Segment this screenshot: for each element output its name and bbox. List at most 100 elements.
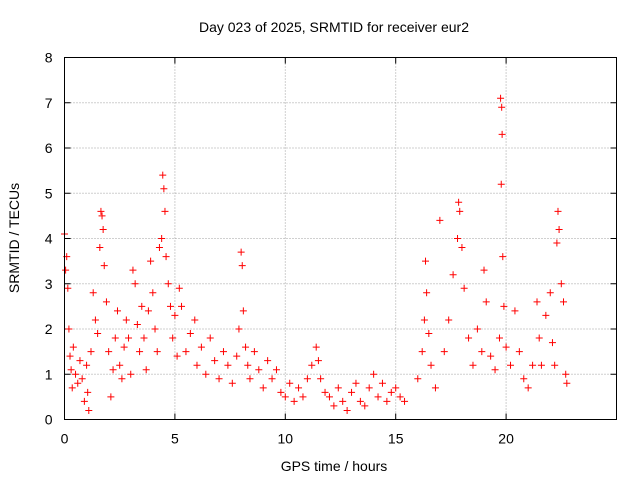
data-point	[312, 343, 320, 351]
data-point	[533, 298, 541, 306]
data-point	[365, 384, 373, 392]
data-point	[67, 366, 75, 374]
data-point	[511, 307, 519, 315]
data-point	[542, 311, 550, 319]
data-point	[178, 302, 186, 310]
data-point	[164, 280, 172, 288]
data-point	[268, 375, 276, 383]
tick-labels: 0 5 10 15 20 0 1 2 3 4 5 6 7 8	[45, 50, 514, 447]
data-point	[290, 397, 298, 405]
y-tick-label: 8	[45, 50, 53, 66]
data-point	[339, 397, 347, 405]
data-point	[142, 366, 150, 374]
data-point	[502, 343, 510, 351]
data-point	[491, 366, 499, 374]
data-point	[228, 379, 236, 387]
data-point	[299, 393, 307, 401]
data-point	[99, 225, 107, 233]
data-point	[418, 348, 426, 356]
data-point	[498, 130, 506, 138]
data-point	[125, 334, 133, 342]
data-point	[237, 248, 245, 256]
data-point	[147, 257, 155, 265]
plot-frame	[64, 57, 617, 420]
data-point	[233, 352, 241, 360]
data-point	[482, 298, 490, 306]
x-tick-label: 0	[61, 431, 69, 447]
data-point	[69, 343, 77, 351]
data-point	[325, 393, 333, 401]
y-tick-label: 5	[45, 185, 53, 201]
data-point	[211, 357, 219, 365]
y-tick-label: 4	[45, 231, 53, 247]
data-point	[224, 361, 232, 369]
data-point	[478, 348, 486, 356]
data-point	[423, 289, 431, 297]
data-point	[356, 397, 364, 405]
data-point	[140, 334, 148, 342]
data-point	[455, 198, 463, 206]
y-axis-title: SRMTID / TECUs	[6, 183, 22, 293]
data-point	[352, 379, 360, 387]
data-point	[449, 271, 457, 279]
data-point	[96, 244, 104, 252]
data-point	[182, 348, 190, 356]
data-point	[529, 361, 537, 369]
x-tick-label: 10	[278, 431, 294, 447]
data-point	[469, 361, 477, 369]
y-tick-label: 0	[45, 412, 53, 428]
data-point	[169, 334, 177, 342]
data-point	[537, 361, 545, 369]
data-point	[62, 266, 70, 274]
data-point	[495, 334, 503, 342]
data-point	[497, 94, 505, 102]
data-point	[186, 330, 194, 338]
data-point	[431, 384, 439, 392]
data-point	[84, 388, 92, 396]
data-point	[239, 307, 247, 315]
data-point	[193, 361, 201, 369]
data-point	[66, 352, 74, 360]
data-point	[242, 343, 250, 351]
data-point	[116, 361, 124, 369]
x-tick-label: 5	[171, 431, 179, 447]
data-point	[487, 352, 495, 360]
data-point	[473, 325, 481, 333]
data-point	[158, 235, 166, 242]
data-point	[133, 320, 141, 328]
data-point	[68, 384, 76, 392]
data-point	[374, 393, 382, 401]
data-point	[191, 316, 199, 324]
data-point	[303, 375, 311, 383]
data-point	[500, 302, 508, 310]
data-point	[109, 366, 117, 374]
data-point	[330, 402, 338, 410]
data-point	[255, 366, 263, 374]
data-point	[136, 348, 144, 356]
y-tick-label: 7	[45, 95, 53, 111]
data-point	[259, 384, 267, 392]
data-point	[65, 325, 73, 333]
data-point	[553, 239, 561, 247]
y-tick-label: 6	[45, 140, 53, 156]
data-point	[535, 334, 543, 342]
data-point	[334, 384, 342, 392]
data-point	[64, 284, 72, 292]
data-point	[321, 388, 329, 396]
data-point	[235, 325, 243, 333]
data-point	[425, 330, 433, 338]
data-point	[72, 370, 80, 378]
data-point	[155, 244, 163, 252]
data-point	[246, 375, 254, 383]
x-tick-label: 15	[388, 431, 404, 447]
data-point	[392, 384, 400, 392]
data-point	[105, 348, 113, 356]
x-tick-label: 20	[498, 431, 514, 447]
data-point	[436, 216, 444, 224]
data-point	[317, 375, 325, 383]
data-point	[89, 289, 97, 297]
data-point	[202, 370, 210, 378]
data-point	[197, 343, 205, 351]
data-point	[100, 262, 108, 270]
data-point	[414, 375, 422, 383]
